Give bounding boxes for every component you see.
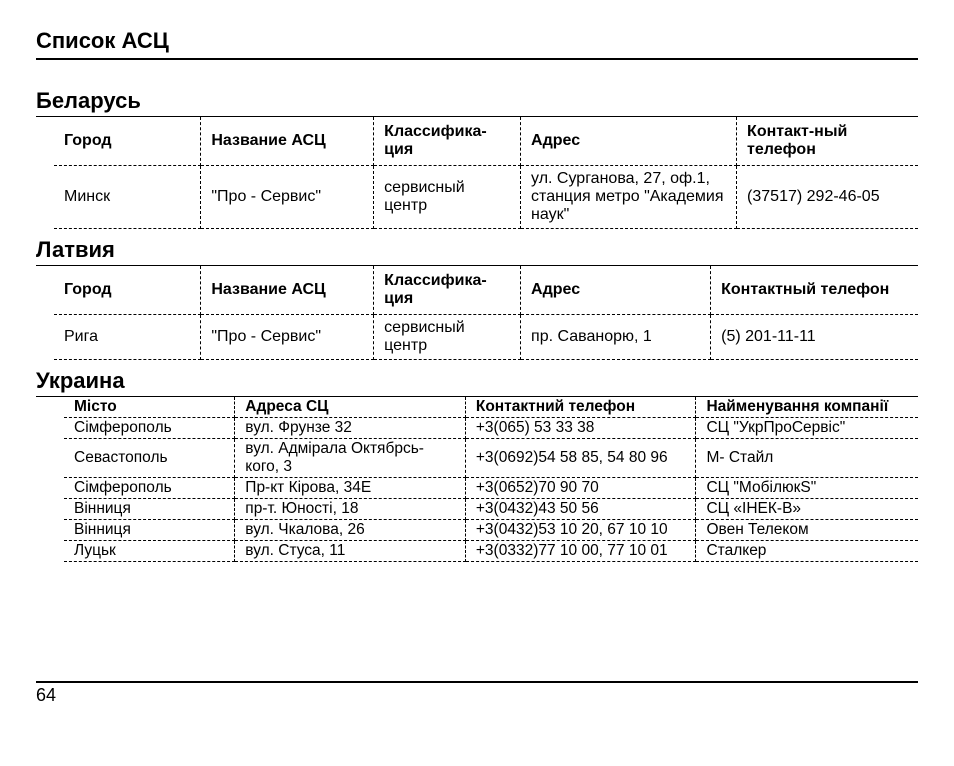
data-table: ГородНазвание АСЦКлассифика-цияАдресКонт… — [54, 117, 918, 229]
document-page: Список АСЦ БеларусьГородНазвание АСЦКлас… — [0, 0, 954, 766]
section-title: Беларусь — [36, 88, 918, 114]
table-row: СімферопольПр-кт Кірова, 34Е+3(0652)70 9… — [64, 478, 918, 499]
table-row: Сімферопольвул. Фрунзе 32+3(065) 53 33 3… — [64, 418, 918, 439]
table-cell: вул. Стуса, 11 — [235, 541, 466, 562]
table-row: Луцьквул. Стуса, 11+3(0332)77 10 00, 77 … — [64, 541, 918, 562]
data-table: МістоАдреса СЦКонтактний телефонНайменув… — [64, 397, 918, 562]
table-row: Рига"Про - Сервис"сервисный центрпр. Сав… — [54, 315, 918, 360]
table-cell: +3(0432)53 10 20, 67 10 10 — [465, 520, 696, 541]
column-header: Классифика-ция — [374, 117, 521, 166]
table-cell: вул. Фрунзе 32 — [235, 418, 466, 439]
page-title: Список АСЦ — [36, 28, 918, 54]
page-number: 64 — [36, 685, 918, 706]
table-cell: вул. Адмірала Октябрсь-кого, 3 — [235, 439, 466, 478]
column-header: Классифика-ция — [374, 266, 521, 315]
data-table: ГородНазвание АСЦКлассифика-цияАдресКонт… — [54, 266, 918, 360]
footer-rule — [36, 681, 918, 683]
table-cell: (37517) 292-46-05 — [737, 166, 918, 229]
table-cell: (5) 201-11-11 — [711, 315, 918, 360]
title-rule — [36, 58, 918, 60]
table-cell: СЦ «ІНЕК-В» — [696, 499, 918, 520]
table-cell: +3(0432)43 50 56 — [465, 499, 696, 520]
table-row: Минск"Про - Сервис"сервисный центрул. Су… — [54, 166, 918, 229]
column-header: Город — [54, 266, 201, 315]
section-title: Латвия — [36, 237, 918, 263]
column-header: Контакт-ный телефон — [737, 117, 918, 166]
table-cell: СЦ "УкрПроСервіс" — [696, 418, 918, 439]
column-header: Найменування компанії — [696, 397, 918, 418]
table-cell: Сталкер — [696, 541, 918, 562]
table-cell: Сімферополь — [64, 418, 235, 439]
page-footer: 64 — [36, 673, 918, 706]
table-cell: Луцьк — [64, 541, 235, 562]
table-cell: "Про - Сервис" — [201, 166, 374, 229]
table-cell: +3(0332)77 10 00, 77 10 01 — [465, 541, 696, 562]
table-cell: Рига — [54, 315, 201, 360]
table-cell: "Про - Сервис" — [201, 315, 374, 360]
table-cell: Сімферополь — [64, 478, 235, 499]
table-cell: +3(065) 53 33 38 — [465, 418, 696, 439]
sections-container: БеларусьГородНазвание АСЦКлассифика-цияА… — [36, 88, 918, 562]
column-header: Название АСЦ — [201, 266, 374, 315]
table-row: Вінницявул. Чкалова, 26+3(0432)53 10 20,… — [64, 520, 918, 541]
table-cell: +3(0692)54 58 85, 54 80 96 — [465, 439, 696, 478]
table-row: Вінницяпр-т. Юності, 18+3(0432)43 50 56С… — [64, 499, 918, 520]
column-header: Місто — [64, 397, 235, 418]
table-cell: Овен Телеком — [696, 520, 918, 541]
section-title: Украина — [36, 368, 918, 394]
column-header: Адрес — [521, 117, 737, 166]
table-cell: Минск — [54, 166, 201, 229]
table-cell: СЦ "МобілюкS" — [696, 478, 918, 499]
table-cell: Вінниця — [64, 499, 235, 520]
table-cell: вул. Чкалова, 26 — [235, 520, 466, 541]
table-cell: ул. Сурганова, 27, оф.1, станция метро "… — [521, 166, 737, 229]
column-header: Контактный телефон — [711, 266, 918, 315]
table-cell: Севастополь — [64, 439, 235, 478]
column-header: Город — [54, 117, 201, 166]
table-cell: Пр-кт Кірова, 34Е — [235, 478, 466, 499]
column-header: Контактний телефон — [465, 397, 696, 418]
table-cell: М- Стайл — [696, 439, 918, 478]
table-cell: Вінниця — [64, 520, 235, 541]
table-cell: сервисный центр — [374, 166, 521, 229]
table-cell: пр. Саванорю, 1 — [521, 315, 711, 360]
column-header: Адрес — [521, 266, 711, 315]
column-header: Адреса СЦ — [235, 397, 466, 418]
column-header: Название АСЦ — [201, 117, 374, 166]
table-row: Севастопольвул. Адмірала Октябрсь-кого, … — [64, 439, 918, 478]
table-cell: пр-т. Юності, 18 — [235, 499, 466, 520]
table-cell: +3(0652)70 90 70 — [465, 478, 696, 499]
table-cell: сервисный центр — [374, 315, 521, 360]
